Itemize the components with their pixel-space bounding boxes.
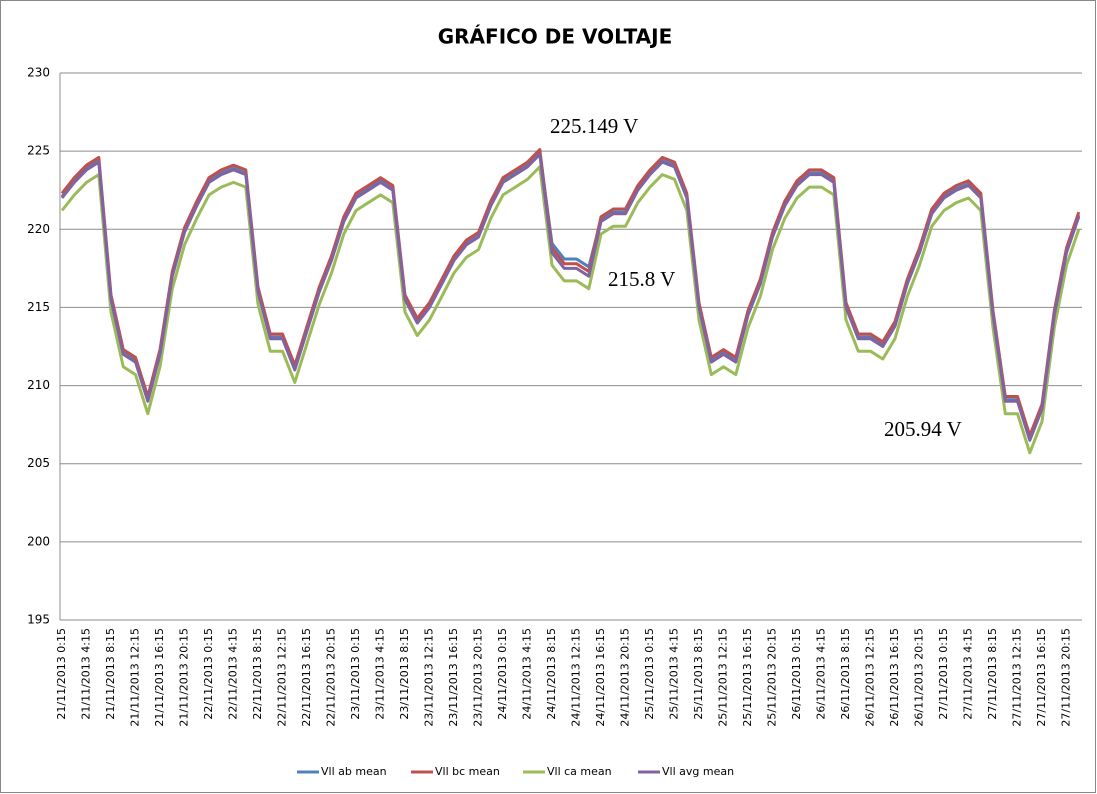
x-tick-label: 21/11/2013 16:15 <box>153 628 166 727</box>
legend-label: Vll avg mean <box>662 765 734 778</box>
x-tick-label: 24/11/2013 4:15 <box>521 628 534 720</box>
x-tick-label: 23/11/2013 8:15 <box>398 628 411 720</box>
x-tick-label: 23/11/2013 0:15 <box>349 628 362 720</box>
chart-title: GRÁFICO DE VOLTAJE <box>438 25 673 49</box>
x-tick-label: 26/11/2013 4:15 <box>815 628 828 720</box>
annotation: 215.8 V <box>608 267 675 291</box>
y-tick-label: 215 <box>27 300 50 314</box>
x-tick-label: 24/11/2013 12:15 <box>570 628 583 727</box>
x-tick-label: 26/11/2013 0:15 <box>790 628 803 720</box>
x-tick-label: 27/11/2013 8:15 <box>986 628 999 720</box>
x-tick-label: 22/11/2013 12:15 <box>276 628 289 727</box>
x-tick-label: 22/11/2013 16:15 <box>300 628 313 727</box>
x-tick-label: 25/11/2013 4:15 <box>668 628 681 720</box>
legend-label: Vll ca mean <box>547 765 612 778</box>
y-tick-label: 225 <box>27 144 50 158</box>
y-tick-label: 200 <box>27 534 50 548</box>
x-tick-label: 26/11/2013 12:15 <box>864 628 877 727</box>
y-tick-label: 195 <box>27 613 50 627</box>
x-tick-label: 25/11/2013 20:15 <box>766 628 779 727</box>
x-tick-label: 25/11/2013 16:15 <box>741 628 754 727</box>
x-tick-label: 25/11/2013 0:15 <box>643 628 656 720</box>
x-tick-label: 23/11/2013 12:15 <box>423 628 436 727</box>
x-tick-label: 24/11/2013 20:15 <box>619 628 632 727</box>
x-tick-label: 27/11/2013 12:15 <box>1011 628 1024 727</box>
legend-label: Vll ab mean <box>321 765 387 778</box>
x-tick-label: 25/11/2013 12:15 <box>717 628 730 727</box>
x-tick-label: 26/11/2013 16:15 <box>888 628 901 727</box>
x-tick-label: 26/11/2013 8:15 <box>839 628 852 720</box>
annotation: 225.149 V <box>550 114 638 138</box>
y-tick-label: 230 <box>27 66 50 80</box>
x-tick-label: 27/11/2013 16:15 <box>1035 628 1048 727</box>
x-tick-label: 24/11/2013 16:15 <box>594 628 607 727</box>
x-tick-label: 22/11/2013 8:15 <box>251 628 264 720</box>
x-tick-label: 27/11/2013 0:15 <box>937 628 950 720</box>
x-tick-label: 22/11/2013 20:15 <box>325 628 338 727</box>
series-line <box>60 148 1081 438</box>
x-tick-label: 24/11/2013 0:15 <box>496 628 509 720</box>
x-tick-label: 23/11/2013 4:15 <box>374 628 387 720</box>
x-tick-label: 21/11/2013 8:15 <box>104 628 117 720</box>
x-tick-label: 27/11/2013 4:15 <box>962 628 975 720</box>
x-tick-label: 24/11/2013 8:15 <box>545 628 558 720</box>
y-tick-label: 205 <box>27 456 50 470</box>
x-tick-label: 21/11/2013 20:15 <box>178 628 191 727</box>
legend-label: Vll bc mean <box>435 765 500 778</box>
y-tick-label: 220 <box>27 222 50 236</box>
x-tick-label: 23/11/2013 20:15 <box>472 628 485 727</box>
x-tick-label: 21/11/2013 12:15 <box>129 628 142 727</box>
y-tick-label: 210 <box>27 378 50 392</box>
x-tick-label: 22/11/2013 0:15 <box>202 628 215 720</box>
x-tick-label: 26/11/2013 20:15 <box>913 628 926 727</box>
x-tick-label: 27/11/2013 20:15 <box>1060 628 1073 727</box>
x-tick-label: 21/11/2013 0:15 <box>55 628 68 720</box>
x-tick-label: 25/11/2013 8:15 <box>692 628 705 720</box>
x-tick-label: 21/11/2013 4:15 <box>80 628 93 720</box>
annotation: 205.94 V <box>884 417 962 441</box>
x-tick-label: 22/11/2013 4:15 <box>227 628 240 720</box>
series-line <box>60 152 1081 442</box>
series-line <box>60 165 1081 455</box>
x-tick-label: 23/11/2013 16:15 <box>447 628 460 727</box>
